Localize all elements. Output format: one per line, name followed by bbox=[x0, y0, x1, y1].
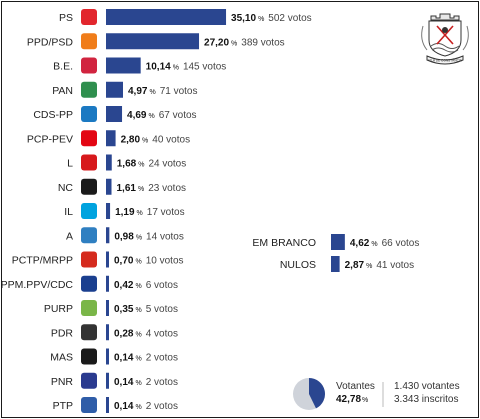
party-logo-ppm-ppv-cdc bbox=[81, 275, 97, 292]
value-label-nc: 1,61% 23 votos bbox=[117, 183, 187, 194]
value-label-b-e: 10,14% 145 votos bbox=[146, 62, 227, 73]
party-logo-il bbox=[81, 203, 97, 219]
value-label-il: 1,19% 17 votos bbox=[115, 207, 185, 218]
party-logo-pnr bbox=[81, 372, 97, 389]
bar-ps bbox=[106, 9, 227, 25]
party-logo-ps bbox=[81, 9, 97, 25]
value-label-ptp: 0,14% 2 votos bbox=[114, 401, 178, 412]
bar-ptp bbox=[106, 397, 109, 413]
party-label-pcp-pev: PCP-PEV bbox=[27, 133, 73, 145]
party-label-pdr: PDR bbox=[51, 327, 74, 339]
bar-mas bbox=[106, 348, 109, 365]
bar-a bbox=[106, 227, 110, 244]
value-label-purp: 0,35% 5 votos bbox=[114, 304, 178, 315]
party-label-a: A bbox=[66, 230, 73, 242]
bar-pctp-mrpp bbox=[106, 251, 109, 268]
bar-cds-pp bbox=[106, 106, 123, 122]
party-label-ppm-ppv-cdc: PPM.PPV/CDC bbox=[2, 279, 73, 291]
turnout-pie-slice bbox=[309, 378, 325, 409]
value-label-a: 0,98% 14 votos bbox=[114, 231, 184, 242]
value-label-mas: 0,14% 2 votos bbox=[114, 353, 178, 364]
extra-bar-nulos bbox=[331, 256, 340, 272]
party-logo-b-e bbox=[81, 57, 97, 74]
party-label-purp: PURP bbox=[44, 303, 73, 315]
value-label-pan: 4,97% 71 votos bbox=[128, 86, 198, 97]
value-label-pnr: 0,14% 2 votos bbox=[114, 377, 178, 388]
bar-il bbox=[106, 203, 111, 219]
value-label-pdr: 0,28% 4 votos bbox=[114, 328, 178, 339]
bar-l bbox=[106, 154, 112, 171]
bar-purp bbox=[106, 300, 109, 316]
party-label-pan: PAN bbox=[52, 85, 73, 97]
party-logo-mas bbox=[81, 348, 97, 365]
party-label-cds-pp: CDS-PP bbox=[33, 109, 73, 121]
extra-value-nulos: 2,87% 41 votos bbox=[345, 260, 415, 271]
party-label-nc: NC bbox=[58, 182, 74, 194]
value-label-ppm-ppv-cdc: 0,42% 6 votos bbox=[114, 280, 178, 291]
party-logo-pan bbox=[81, 81, 97, 98]
bar-ppd-psd bbox=[106, 33, 200, 50]
crest-icon: VILA DE CONSTÂNCIA bbox=[421, 13, 469, 65]
bar-pcp-pev bbox=[106, 130, 116, 147]
party-label-pnr: PNR bbox=[51, 376, 74, 388]
municipal-crest: VILA DE CONSTÂNCIA bbox=[417, 6, 473, 68]
value-label-pctp-mrpp: 0,70% 10 votos bbox=[114, 256, 184, 267]
bar-ppm-ppv-cdc bbox=[106, 275, 109, 292]
party-label-ptp: PTP bbox=[53, 400, 73, 412]
party-logo-pcp-pev bbox=[81, 130, 97, 147]
party-label-ppd-psd: PPD/PSD bbox=[27, 36, 74, 48]
inscritos-count: 3.343 inscritos bbox=[394, 394, 458, 405]
bar-pan bbox=[106, 81, 123, 98]
extra-label-em-branco: EM BRANCO bbox=[252, 237, 316, 249]
party-logo-pctp-mrpp bbox=[81, 251, 97, 268]
party-logo-ppd-psd bbox=[81, 33, 97, 50]
party-label-b-e: B.E. bbox=[53, 61, 73, 73]
votantes-count: 1.430 votantes bbox=[394, 381, 460, 392]
party-logo-purp bbox=[81, 300, 97, 316]
extra-label-nulos: NULOS bbox=[280, 259, 316, 271]
party-logo-ptp bbox=[81, 397, 97, 413]
turnout-label: Votantes bbox=[336, 381, 375, 392]
party-logo-a bbox=[81, 227, 97, 244]
extra-bar-em-branco bbox=[331, 234, 345, 250]
party-label-ps: PS bbox=[59, 12, 73, 24]
value-label-pcp-pev: 2,80% 40 votos bbox=[121, 134, 191, 145]
party-logo-pdr bbox=[81, 324, 97, 341]
party-logo-l bbox=[81, 154, 97, 171]
bar-pnr bbox=[106, 372, 109, 389]
party-label-il: IL bbox=[64, 206, 73, 218]
extra-value-em-branco: 4,62% 66 votos bbox=[350, 238, 420, 249]
party-label-mas: MAS bbox=[50, 352, 73, 364]
crest-motto: VILA DE CONSTÂNCIA bbox=[428, 59, 463, 63]
turnout-percent: 42,78% bbox=[336, 394, 368, 405]
bar-pdr bbox=[106, 324, 109, 341]
party-logo-nc bbox=[81, 178, 97, 195]
bar-nc bbox=[106, 178, 112, 195]
value-label-ps: 35,10% 502 votos bbox=[231, 13, 312, 24]
value-label-ppd-psd: 27,20% 389 votos bbox=[204, 37, 285, 48]
value-label-cds-pp: 4,69% 67 votos bbox=[127, 110, 197, 121]
party-logo-cds-pp bbox=[81, 106, 97, 122]
party-label-l: L bbox=[67, 158, 73, 170]
bar-b-e bbox=[106, 57, 141, 74]
party-label-pctp-mrpp: PCTP/MRPP bbox=[12, 255, 73, 267]
value-label-l: 1,68% 24 votos bbox=[117, 159, 187, 170]
